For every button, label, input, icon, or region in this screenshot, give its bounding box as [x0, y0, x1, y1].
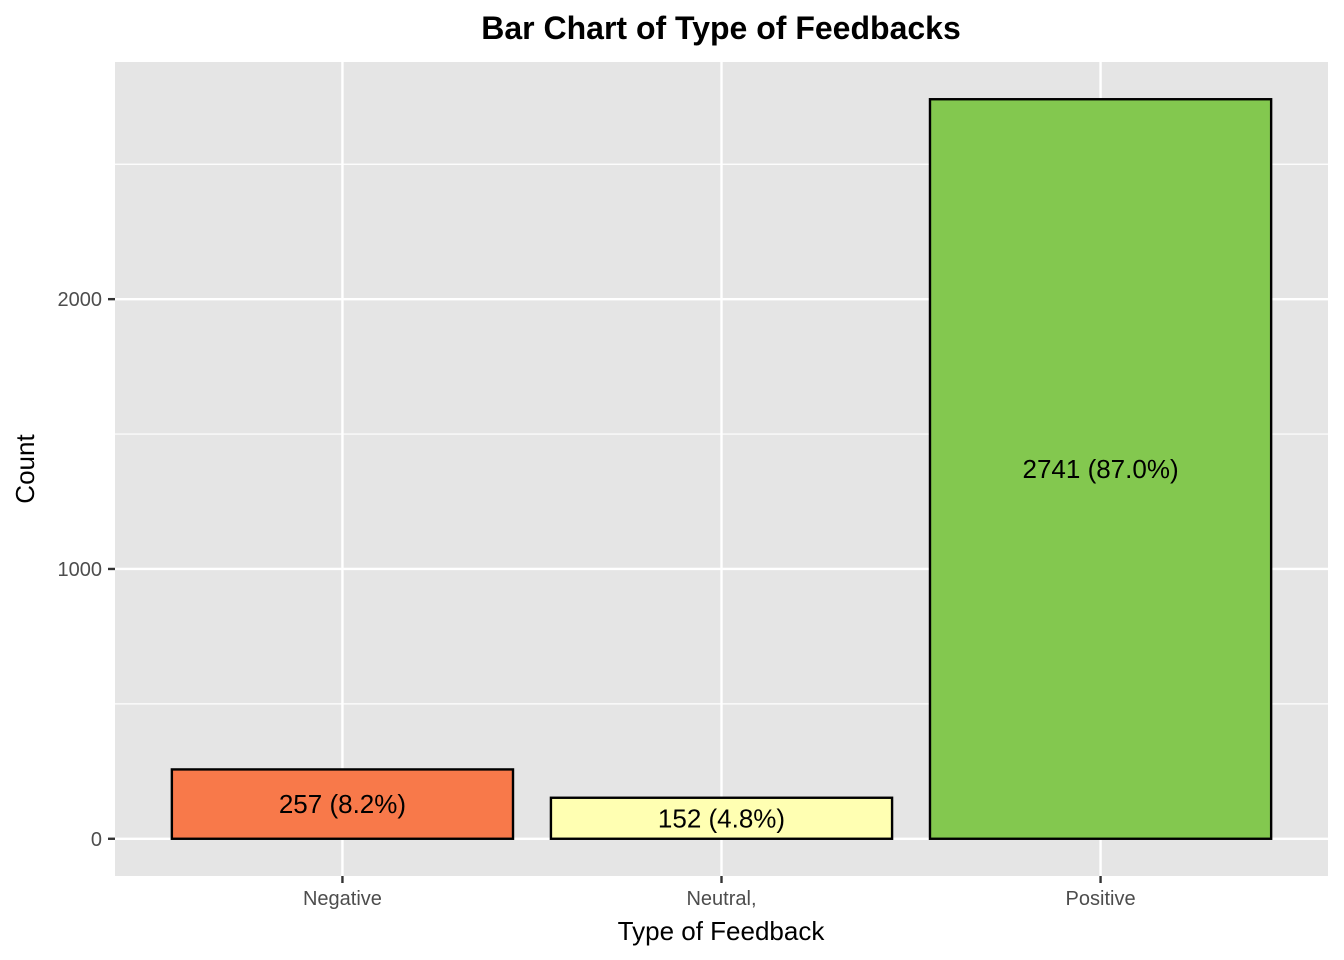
- bar-positive: [928, 98, 1273, 840]
- x-tick-label: Negative: [303, 888, 382, 910]
- chart-title: Bar Chart of Type of Feedbacks: [481, 10, 961, 46]
- y-axis-title: Count: [10, 434, 40, 504]
- y-tick-label: 2000: [58, 289, 103, 311]
- x-tick-label: Neutral,: [686, 888, 756, 910]
- x-axis-title: Type of Feedback: [618, 916, 826, 946]
- bar-value-label: 257 (8.2%): [279, 789, 406, 819]
- bar-value-label: 2741 (87.0%): [1023, 454, 1179, 484]
- y-tick-label: 1000: [58, 559, 103, 581]
- x-axis: Negative Neutral, Positive: [303, 876, 1136, 910]
- bars: [170, 98, 1273, 840]
- y-axis: 0 1000 2000: [58, 289, 115, 851]
- bar-neutral: [549, 796, 894, 840]
- bar-negative: [170, 768, 515, 840]
- bar-labels: 257 (8.2%) 152 (4.8%) 2741 (87.0%): [279, 454, 1179, 833]
- bar-value-label: 152 (4.8%): [658, 803, 785, 833]
- y-tick-label: 0: [91, 829, 102, 851]
- x-tick-label: Positive: [1066, 888, 1136, 910]
